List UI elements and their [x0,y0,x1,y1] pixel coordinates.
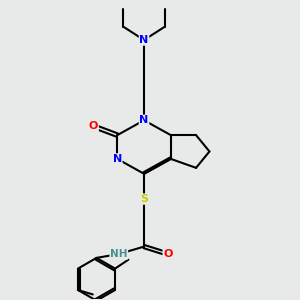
Text: S: S [140,194,148,204]
Text: O: O [89,121,98,131]
Text: O: O [163,249,172,259]
Text: N: N [140,35,149,45]
Text: N: N [113,154,122,164]
Text: N: N [140,115,149,125]
Text: NH: NH [110,249,128,259]
